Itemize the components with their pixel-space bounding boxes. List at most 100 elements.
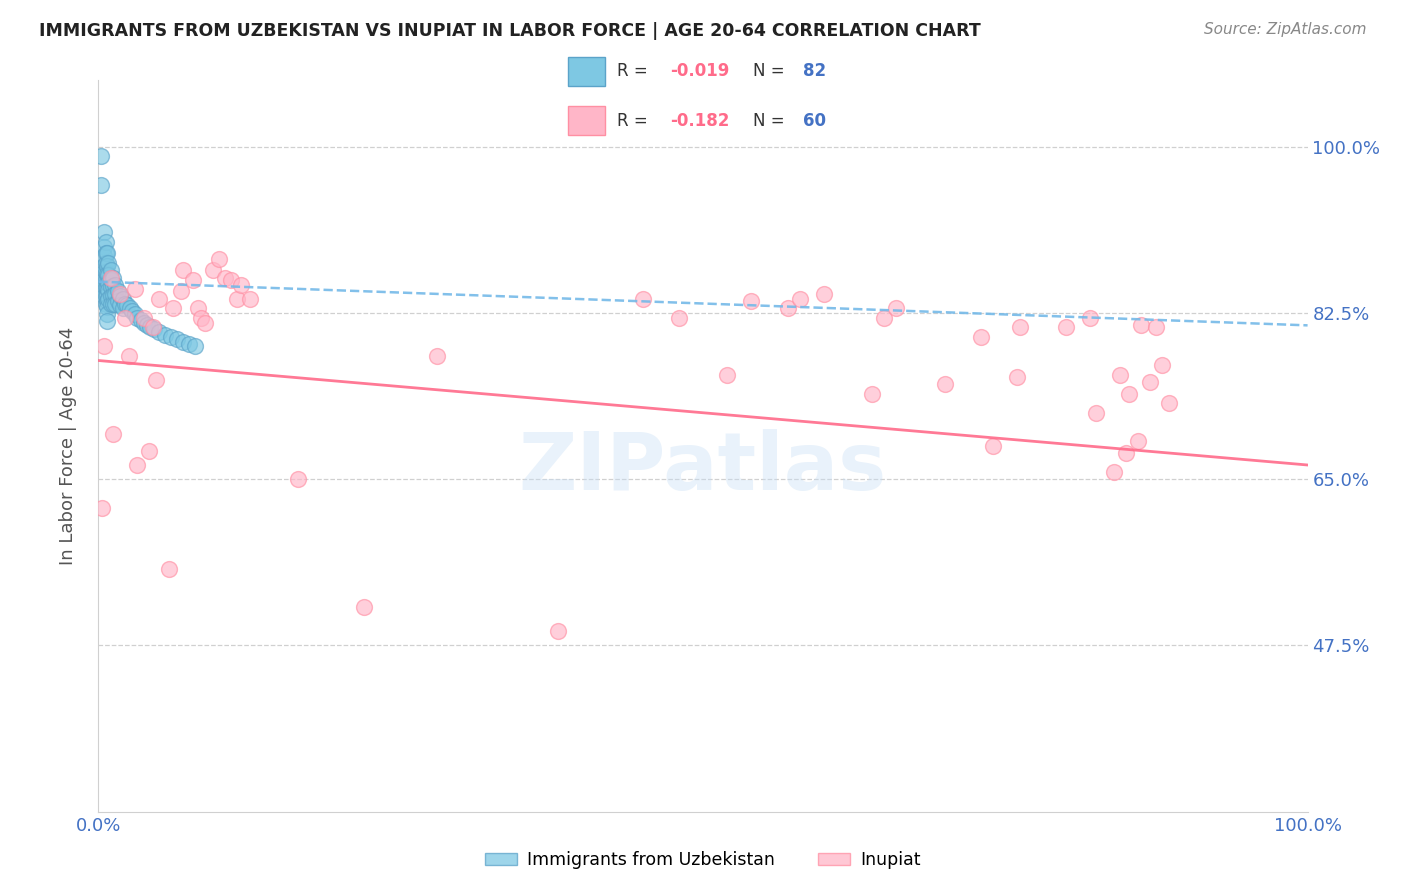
Text: N =: N =	[754, 62, 790, 79]
Point	[90, 178, 112, 192]
Point	[160, 330, 183, 344]
Point	[97, 268, 120, 282]
Point	[145, 372, 167, 386]
Point	[94, 280, 117, 294]
Point	[104, 287, 127, 301]
Point	[96, 275, 118, 289]
Point	[93, 339, 115, 353]
Point	[226, 292, 249, 306]
Point	[114, 310, 136, 325]
Point	[96, 307, 118, 321]
Point	[94, 255, 117, 269]
Point	[547, 624, 569, 639]
Y-axis label: In Labor Force | Age 20-64: In Labor Force | Age 20-64	[59, 326, 77, 566]
Text: 60: 60	[803, 112, 825, 130]
Point	[104, 296, 127, 310]
Point	[631, 292, 654, 306]
Point	[93, 289, 115, 303]
Point	[94, 235, 117, 249]
Point	[114, 296, 136, 310]
Point	[124, 307, 146, 321]
Point	[124, 282, 146, 296]
Point	[1129, 318, 1152, 333]
Point	[138, 443, 160, 458]
Point	[934, 377, 956, 392]
Point	[118, 349, 141, 363]
Point	[142, 320, 165, 334]
Text: Source: ZipAtlas.com: Source: ZipAtlas.com	[1204, 22, 1367, 37]
Point	[117, 298, 139, 312]
Point	[166, 332, 188, 346]
Point	[1078, 310, 1101, 325]
Point	[121, 304, 143, 318]
Point	[94, 273, 117, 287]
Point	[91, 500, 114, 515]
Point	[776, 301, 799, 316]
Point	[101, 426, 124, 441]
Text: -0.019: -0.019	[669, 62, 730, 79]
Point	[716, 368, 738, 382]
Point	[93, 259, 115, 273]
Point	[143, 322, 166, 336]
Point	[172, 334, 194, 349]
Legend: Immigrants from Uzbekistan, Inupiat: Immigrants from Uzbekistan, Inupiat	[478, 845, 928, 876]
Point	[97, 283, 120, 297]
FancyBboxPatch shape	[568, 106, 605, 135]
Point	[108, 287, 131, 301]
Point	[1157, 396, 1180, 410]
Point	[426, 349, 449, 363]
Point	[1109, 368, 1132, 382]
Point	[127, 310, 149, 325]
Point	[96, 288, 118, 302]
Point	[94, 289, 117, 303]
FancyBboxPatch shape	[568, 57, 605, 86]
Point	[287, 472, 309, 486]
Point	[208, 252, 231, 266]
Point	[1146, 320, 1168, 334]
Point	[190, 310, 212, 325]
Point	[96, 246, 118, 260]
Point	[184, 339, 207, 353]
Point	[162, 301, 184, 316]
Point	[789, 292, 811, 306]
Point	[93, 265, 115, 279]
Point	[93, 280, 115, 294]
Point	[181, 273, 204, 287]
Point	[148, 325, 170, 339]
Point	[202, 263, 225, 277]
Point	[93, 273, 115, 287]
Point	[101, 296, 124, 310]
Point	[1085, 406, 1108, 420]
Point	[194, 316, 217, 330]
Point	[981, 439, 1004, 453]
Point	[100, 273, 122, 287]
Point	[157, 561, 180, 575]
Point	[172, 263, 194, 277]
Point	[239, 292, 262, 306]
Point	[94, 265, 117, 279]
Point	[129, 312, 152, 326]
Point	[96, 293, 118, 308]
Point	[1118, 386, 1140, 401]
Point	[101, 288, 124, 302]
Text: N =: N =	[754, 112, 790, 130]
Point	[1054, 320, 1077, 334]
Point	[96, 301, 118, 315]
Point	[96, 267, 118, 281]
Point	[873, 310, 896, 325]
Point	[118, 301, 141, 316]
Point	[97, 292, 120, 306]
Point	[93, 225, 115, 239]
Point	[96, 281, 118, 295]
Point	[94, 246, 117, 260]
Point	[135, 318, 157, 333]
Point	[97, 276, 120, 290]
Point	[886, 301, 908, 316]
Point	[100, 263, 122, 277]
Point	[100, 280, 122, 294]
Point	[1007, 369, 1029, 384]
Point	[96, 259, 118, 273]
Point	[153, 327, 176, 342]
Point	[1139, 376, 1161, 390]
Point	[668, 310, 690, 325]
